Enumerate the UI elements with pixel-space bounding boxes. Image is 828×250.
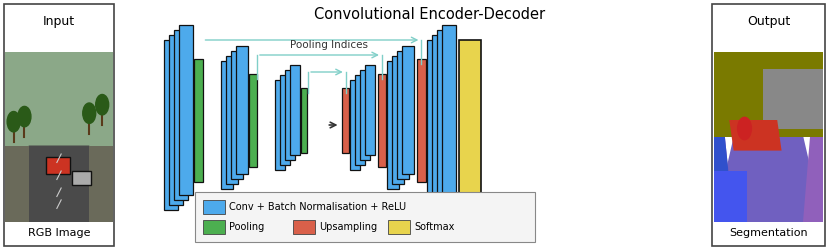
Polygon shape <box>164 40 178 210</box>
Polygon shape <box>301 88 307 153</box>
Bar <box>711 4 824 246</box>
Bar <box>195 192 534 242</box>
Polygon shape <box>275 80 285 170</box>
Polygon shape <box>441 25 455 195</box>
Bar <box>203 200 224 214</box>
Text: Output: Output <box>747 15 790 28</box>
Bar <box>292 220 315 234</box>
Text: Conv + Batch Normalisation + ReLU: Conv + Batch Normalisation + ReLU <box>229 202 406 212</box>
Polygon shape <box>236 46 248 174</box>
Polygon shape <box>285 70 295 160</box>
Text: Softmax: Softmax <box>413 222 454 232</box>
Polygon shape <box>342 88 349 153</box>
Polygon shape <box>397 51 408 179</box>
Polygon shape <box>174 30 188 200</box>
Polygon shape <box>349 80 359 170</box>
Text: RGB Image: RGB Image <box>27 228 90 238</box>
Polygon shape <box>280 75 290 165</box>
Polygon shape <box>290 65 300 155</box>
Polygon shape <box>354 75 364 165</box>
Polygon shape <box>386 61 398 189</box>
Polygon shape <box>179 25 193 195</box>
Polygon shape <box>226 56 238 184</box>
Bar <box>203 220 224 234</box>
Polygon shape <box>458 40 480 210</box>
Polygon shape <box>436 30 450 200</box>
Polygon shape <box>221 61 233 189</box>
Text: Segmentation: Segmentation <box>729 228 807 238</box>
Text: Pooling Indices: Pooling Indices <box>290 40 368 50</box>
Polygon shape <box>391 56 403 184</box>
Polygon shape <box>194 59 203 182</box>
Text: Upsampling: Upsampling <box>319 222 377 232</box>
Polygon shape <box>169 35 183 205</box>
Polygon shape <box>431 35 445 205</box>
Text: Convolutional Encoder-Decoder: Convolutional Encoder-Decoder <box>314 7 545 22</box>
Bar <box>388 220 410 234</box>
Polygon shape <box>364 65 374 155</box>
Polygon shape <box>231 51 243 179</box>
Polygon shape <box>248 74 257 166</box>
Bar <box>4 4 114 246</box>
Polygon shape <box>359 70 369 160</box>
Polygon shape <box>426 40 440 210</box>
Polygon shape <box>378 74 385 166</box>
Polygon shape <box>416 59 426 182</box>
Text: Input: Input <box>43 15 75 28</box>
Text: Pooling: Pooling <box>229 222 264 232</box>
Polygon shape <box>402 46 413 174</box>
